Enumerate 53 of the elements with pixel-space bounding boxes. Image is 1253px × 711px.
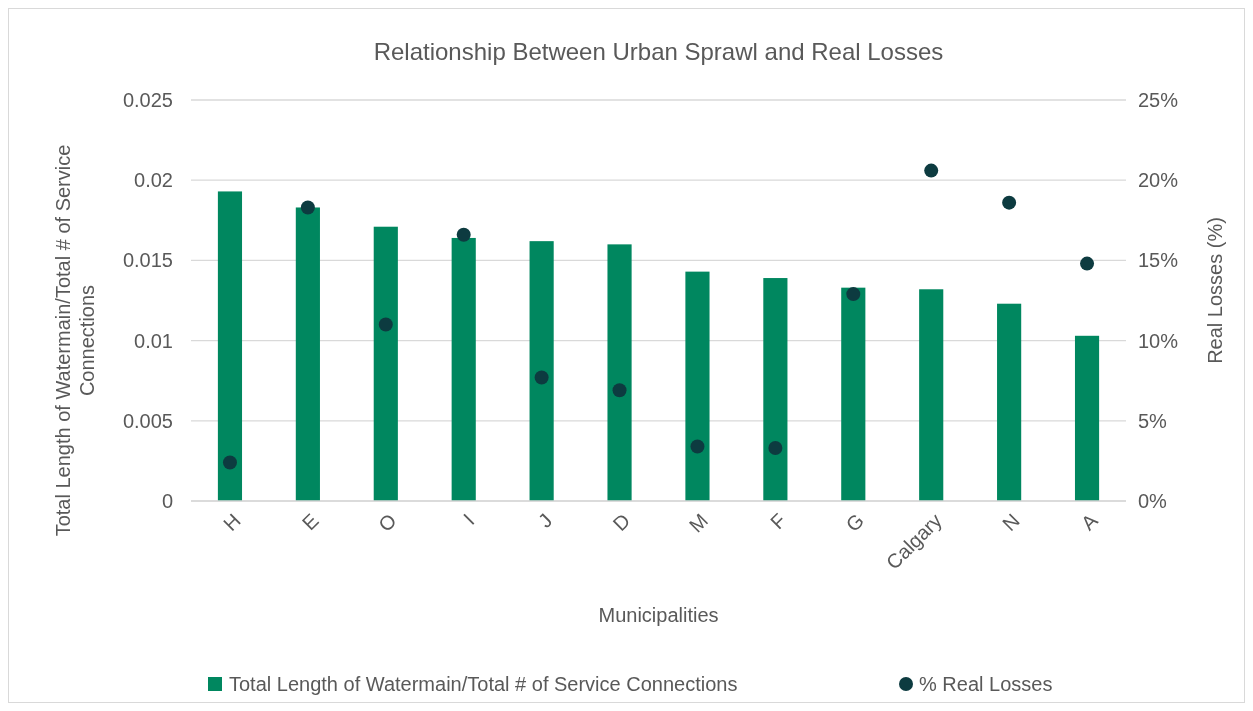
bar	[373, 226, 398, 501]
bar	[451, 237, 476, 501]
point	[846, 287, 861, 302]
x-tick-label: M	[684, 509, 713, 537]
x-tick-label: H	[218, 509, 245, 535]
x-tick-label: D	[608, 509, 635, 535]
y-tick-label: 0.015	[122, 249, 173, 272]
point	[222, 455, 237, 470]
point	[378, 317, 393, 332]
y-tick-label: 0.025	[122, 89, 173, 111]
x-tick-label: N	[998, 509, 1024, 535]
bar	[529, 241, 554, 501]
chart-title: Relationship Between Urban Sprawl and Real Losses	[373, 38, 944, 65]
legend-label: Total Length of Watermain/Total # of Service Connections	[229, 673, 738, 695]
bar	[217, 191, 243, 501]
y-axis-title: Total Length of Watermain/Total # of Service Connections	[52, 144, 98, 537]
legend-label: % Real Losses	[919, 673, 1053, 695]
point	[924, 163, 939, 178]
x-axis-title: Municipalities	[598, 604, 719, 626]
bar	[763, 278, 788, 501]
y-tick-label: 0.01	[134, 329, 173, 352]
x-tick-label: J	[533, 509, 557, 532]
y2-tick-label: 20%	[1138, 169, 1179, 192]
x-tick-label: E	[297, 509, 323, 535]
point	[534, 370, 549, 385]
point	[612, 383, 627, 398]
x-tick-label: O	[374, 509, 401, 536]
bar	[1074, 335, 1100, 501]
x-tick-label: A	[1076, 508, 1103, 535]
y2-axis-title: Real Losses (%)	[1204, 217, 1226, 364]
point	[300, 200, 315, 215]
y-tick-label: 0.02	[134, 169, 173, 192]
y2-tick-label: 5%	[1138, 409, 1168, 432]
y2-tick-label: 25%	[1138, 89, 1179, 111]
y2-tick-label: 10%	[1138, 329, 1179, 352]
y-tick-label: 0	[161, 490, 173, 512]
x-tick-label: F	[765, 509, 791, 534]
point	[690, 439, 705, 454]
point	[456, 227, 471, 242]
bar	[841, 287, 866, 501]
point	[1002, 195, 1017, 210]
bar	[295, 207, 320, 501]
bar	[997, 303, 1022, 501]
point	[1080, 256, 1095, 271]
y2-tick-label: 0%	[1138, 490, 1168, 512]
y-tick-label: 0.005	[122, 409, 173, 432]
bar	[685, 271, 710, 501]
y2-tick-label: 15%	[1138, 249, 1179, 272]
x-tick-label: I	[459, 509, 479, 529]
bar	[607, 244, 632, 501]
point	[768, 441, 783, 456]
x-tick-label: G	[841, 509, 869, 536]
bar	[919, 289, 944, 501]
